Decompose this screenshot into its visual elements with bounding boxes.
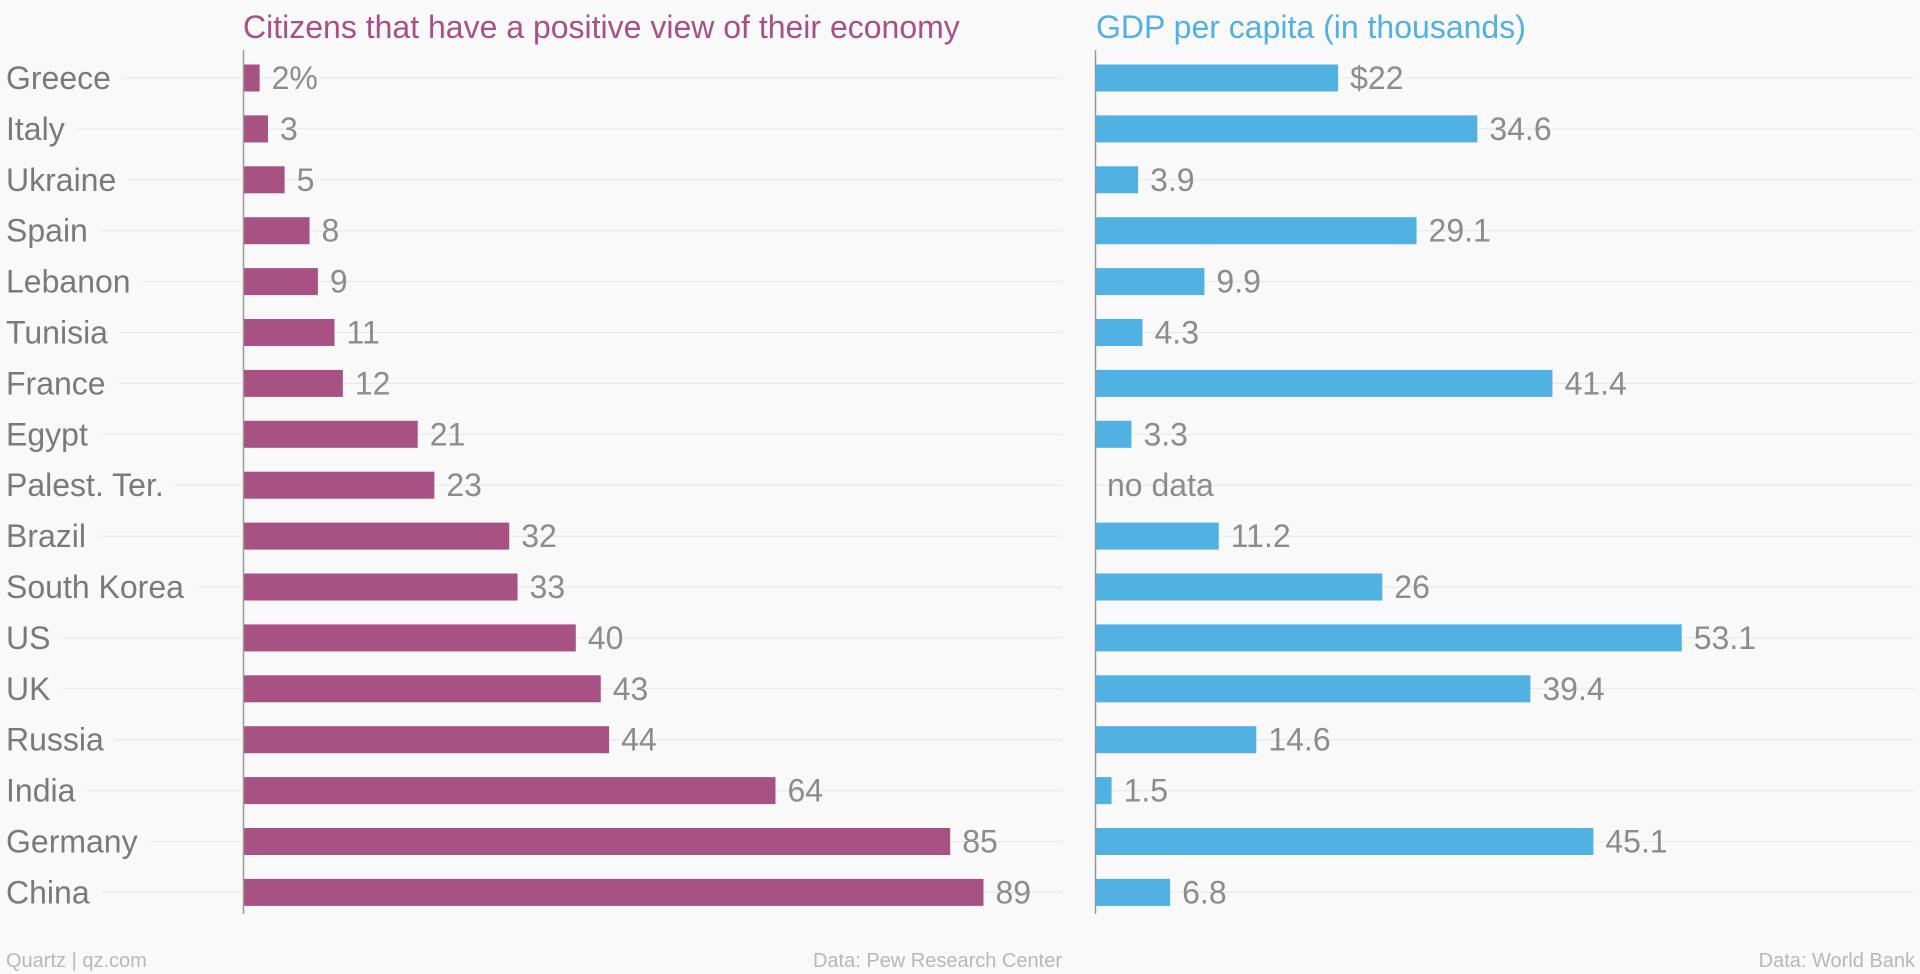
data-label: 4.3 xyxy=(1155,315,1199,351)
data-label: 39.4 xyxy=(1542,671,1604,707)
bar xyxy=(243,420,418,448)
data-label: 11.2 xyxy=(1231,518,1291,554)
data-label: 11 xyxy=(347,315,380,351)
data-label: 9.9 xyxy=(1216,264,1260,300)
bar xyxy=(243,319,335,346)
data-label: 2% xyxy=(272,60,318,96)
bar xyxy=(243,369,343,397)
economy-view-source: Data: Pew Research Center xyxy=(813,950,1062,972)
data-label: 34.6 xyxy=(1489,111,1551,147)
category-label: Lebanon xyxy=(6,264,131,300)
bar xyxy=(243,522,510,550)
data-label: 8 xyxy=(322,213,340,249)
bar xyxy=(1095,115,1478,143)
data-label: 5 xyxy=(297,162,315,198)
bar xyxy=(243,777,776,805)
data-label: $22 xyxy=(1350,60,1403,96)
bar xyxy=(243,64,260,92)
bar xyxy=(243,828,951,855)
bar xyxy=(1095,624,1682,652)
gdp-chart-title: GDP per capita (in thousands) xyxy=(1096,9,1526,45)
bar xyxy=(1095,828,1594,855)
bar xyxy=(243,217,310,245)
category-label: Spain xyxy=(6,213,88,249)
data-label: 64 xyxy=(787,773,823,809)
data-label: 85 xyxy=(962,824,998,860)
bar xyxy=(1095,522,1219,550)
data-label: 89 xyxy=(995,874,1031,910)
bar xyxy=(1095,166,1139,194)
footer-credit: Quartz | qz.com xyxy=(6,950,147,972)
gdp-panel: $22 34.6 3.9 29.1 9.9 4.3 41.4 3.3 no data 11.2 26… xyxy=(1094,50,1756,914)
bar xyxy=(1095,217,1417,245)
data-label: no data xyxy=(1107,467,1214,503)
data-label: 9 xyxy=(330,264,348,300)
category-label: Palest. Ter. xyxy=(6,467,164,503)
data-label: 12 xyxy=(355,365,391,401)
gdp-source: Data: World Bank xyxy=(1759,950,1916,972)
category-label: France xyxy=(6,365,106,401)
data-label: 43 xyxy=(613,671,649,707)
data-label: 33 xyxy=(530,569,566,605)
category-label: China xyxy=(6,874,90,910)
bar xyxy=(243,471,435,499)
bar xyxy=(243,115,268,143)
data-label: 29.1 xyxy=(1429,213,1491,249)
data-label: 21 xyxy=(430,416,466,452)
data-label: 1.5 xyxy=(1124,773,1168,809)
category-label: South Korea xyxy=(6,569,184,605)
data-label: 3.9 xyxy=(1150,162,1194,198)
category-labels: Greece Italy Ukraine Spain Lebanon Tunisia Fra… xyxy=(6,60,184,910)
bar xyxy=(243,726,610,754)
data-label: 26 xyxy=(1394,569,1430,605)
category-label: Italy xyxy=(6,111,65,147)
data-label: 41.4 xyxy=(1564,365,1626,401)
bar xyxy=(1095,268,1205,296)
data-label: 32 xyxy=(521,518,557,554)
bar xyxy=(243,624,576,652)
bar xyxy=(243,675,601,703)
data-label: 3.3 xyxy=(1143,416,1187,452)
data-label: 3 xyxy=(280,111,298,147)
data-label: 23 xyxy=(446,467,482,503)
bar xyxy=(1095,573,1383,601)
bar xyxy=(1095,420,1132,448)
bar xyxy=(1095,64,1339,92)
bar xyxy=(243,268,318,296)
bar xyxy=(1095,878,1171,906)
economy-view-chart-title: Citizens that have a positive view of th… xyxy=(243,9,960,45)
bar xyxy=(243,878,984,906)
data-label: 14.6 xyxy=(1268,722,1330,758)
bar xyxy=(243,166,285,194)
category-label: Tunisia xyxy=(6,315,108,351)
bar xyxy=(1095,675,1531,703)
data-label: 53.1 xyxy=(1694,620,1756,656)
category-label: US xyxy=(6,620,50,656)
category-label: Greece xyxy=(6,60,111,96)
category-label: Egypt xyxy=(6,416,88,452)
category-label: Russia xyxy=(6,722,104,758)
category-label: Germany xyxy=(6,824,138,860)
category-label: India xyxy=(6,773,76,809)
data-label: 40 xyxy=(588,620,624,656)
category-label: UK xyxy=(6,671,50,707)
bar xyxy=(1095,777,1112,805)
data-label: 45.1 xyxy=(1605,824,1667,860)
bar xyxy=(1095,319,1143,346)
data-label: 44 xyxy=(621,722,657,758)
bar xyxy=(1095,369,1553,397)
bar xyxy=(1095,726,1257,754)
bar xyxy=(243,573,518,601)
category-label: Ukraine xyxy=(6,162,116,198)
data-label: 6.8 xyxy=(1182,874,1226,910)
category-label: Brazil xyxy=(6,518,86,554)
